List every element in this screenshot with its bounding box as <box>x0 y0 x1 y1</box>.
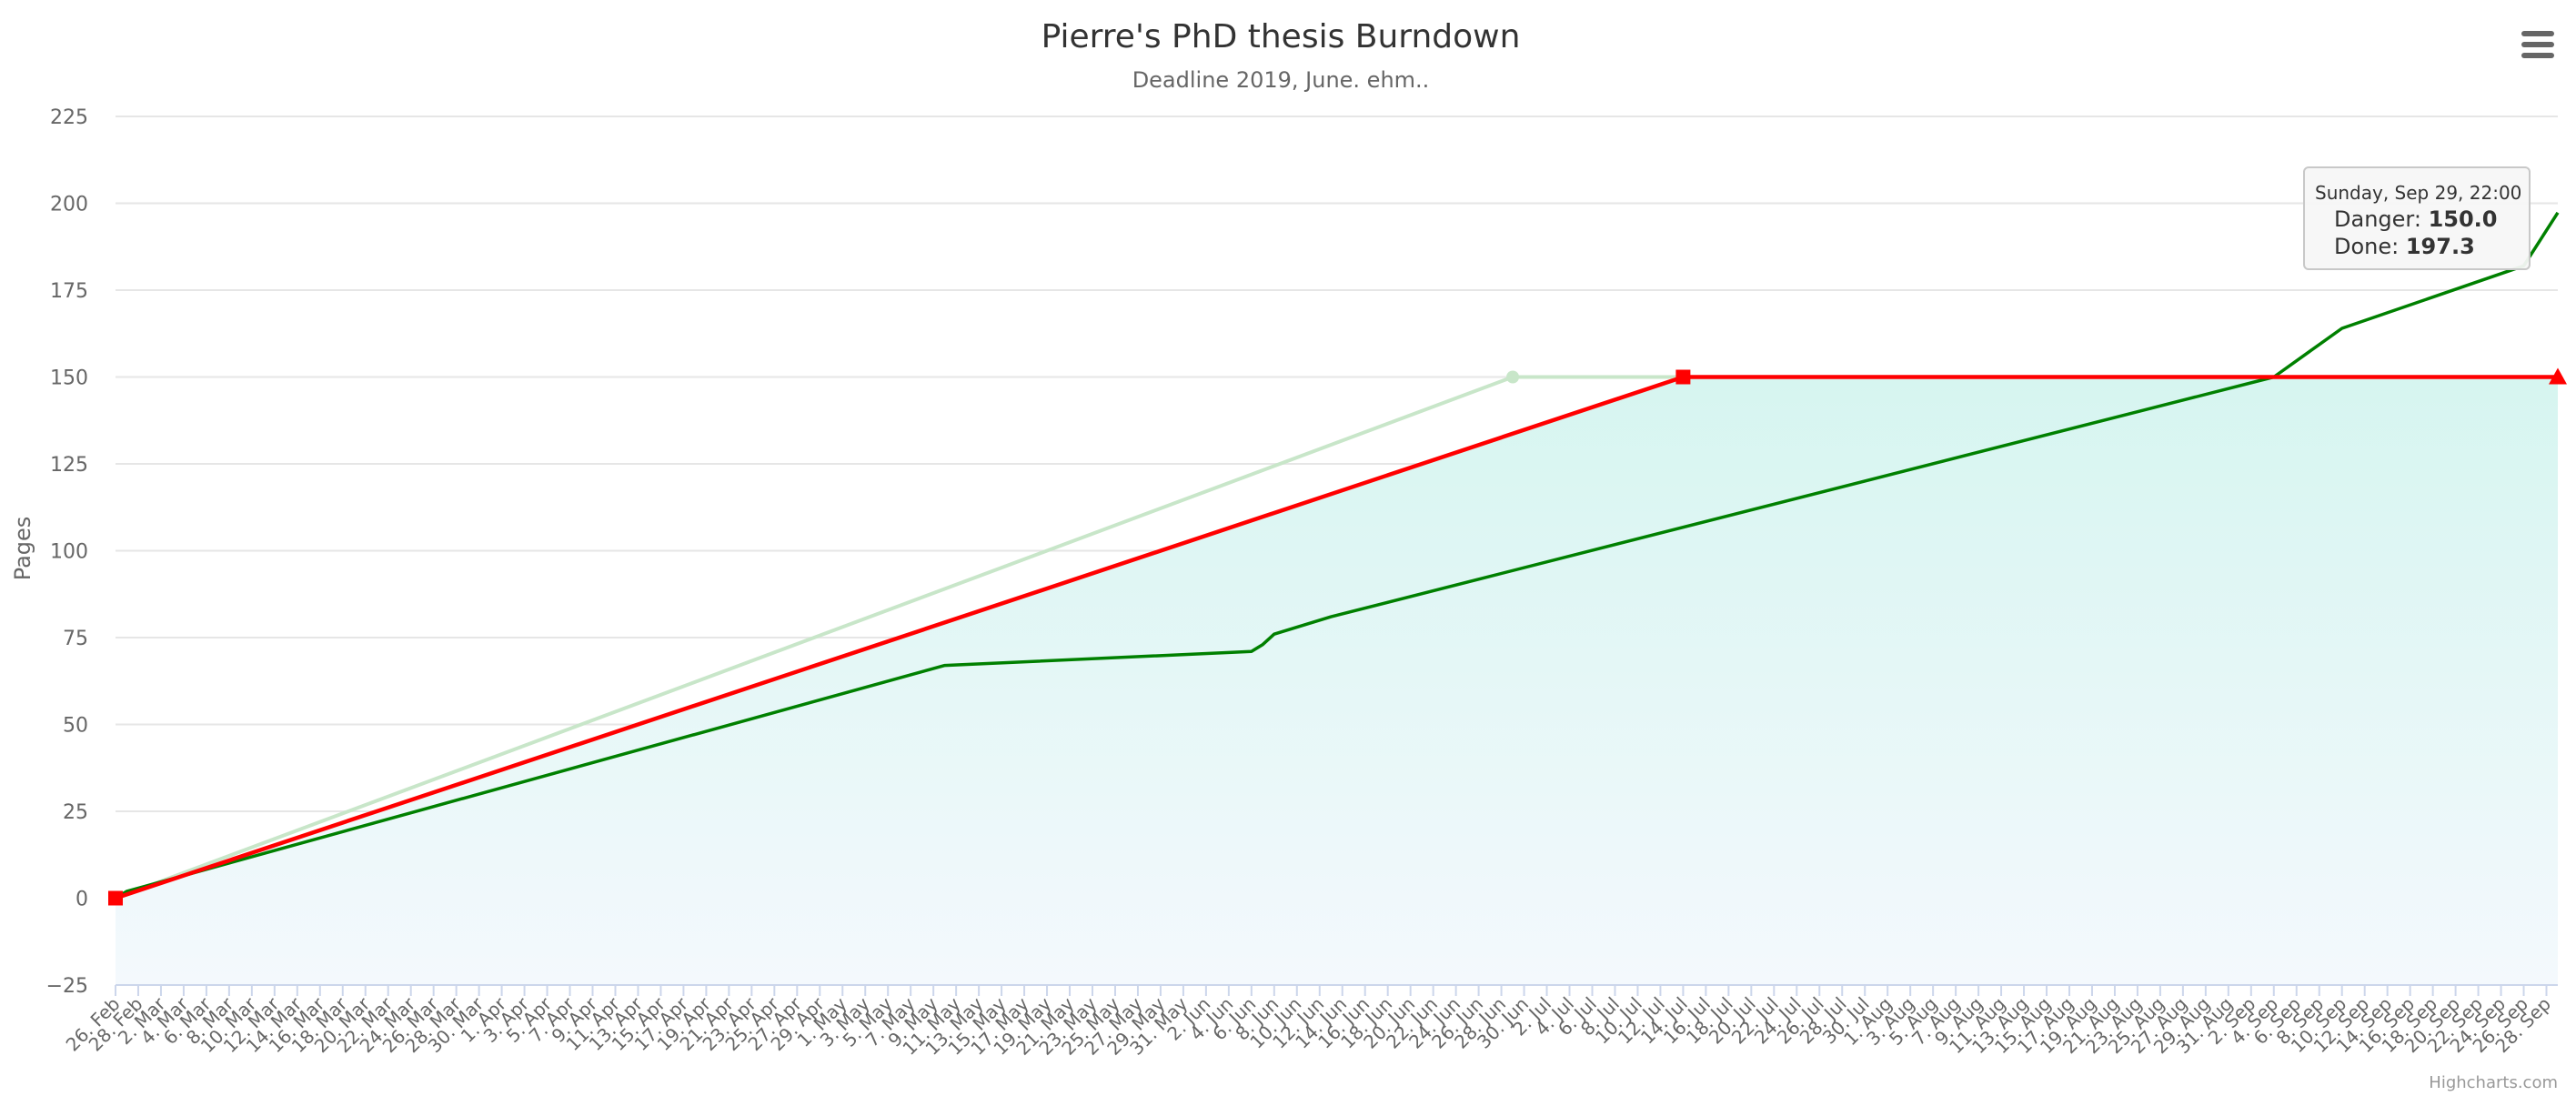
credits-link[interactable]: Highcharts.com <box>2429 1073 2558 1092</box>
y-axis-title: Pages <box>10 517 35 581</box>
chart-title: Pierre's PhD thesis Burndown <box>1041 18 1521 55</box>
y-tick-label: 150 <box>50 367 88 390</box>
y-tick-label: 125 <box>50 454 88 477</box>
tooltip-done-value: 197.3 <box>2406 234 2475 259</box>
tooltip-danger-row: Danger: 150.0 <box>2334 206 2497 232</box>
marker-layer <box>108 367 2567 906</box>
danger-point-marker <box>108 890 123 906</box>
tooltip-done-label: Done: <box>2334 234 2406 259</box>
tooltip-danger-value: 150.0 <box>2429 206 2498 232</box>
danger-point-marker <box>1675 369 1691 385</box>
tooltip: Sunday, Sep 29, 22:00 Danger: 150.0 Done… <box>2303 166 2531 270</box>
y-tick-label: 50 <box>63 715 88 738</box>
tooltip-done-row: Done: 197.3 <box>2334 234 2475 259</box>
y-tick-label: 25 <box>63 801 88 824</box>
danger-end-marker <box>2549 367 2567 385</box>
guide-point-marker <box>1506 370 1520 384</box>
chart-subtitle: Deadline 2019, June. ehm.. <box>1132 67 1430 93</box>
tooltip-title: Sunday, Sep 29, 22:00 <box>2315 182 2521 204</box>
hamburger-menu-icon[interactable] <box>2521 31 2554 58</box>
y-tick-label: 75 <box>63 628 88 650</box>
danger-area-fill <box>116 377 2558 985</box>
y-tick-label: 100 <box>50 541 88 564</box>
area-fill-layer <box>116 377 2558 985</box>
done-series-line <box>115 211 2560 900</box>
y-tick-label: −25 <box>46 975 88 998</box>
y-axis: −25 0 25 50 75 100 125 150 175 200 225 <box>46 106 88 998</box>
y-tick-label: 175 <box>50 280 88 303</box>
y-tick-label: 200 <box>50 194 88 216</box>
tooltip-danger-label: Danger: <box>2334 206 2429 232</box>
y-tick-label: 0 <box>75 889 88 911</box>
y-tick-label: 225 <box>50 106 88 129</box>
